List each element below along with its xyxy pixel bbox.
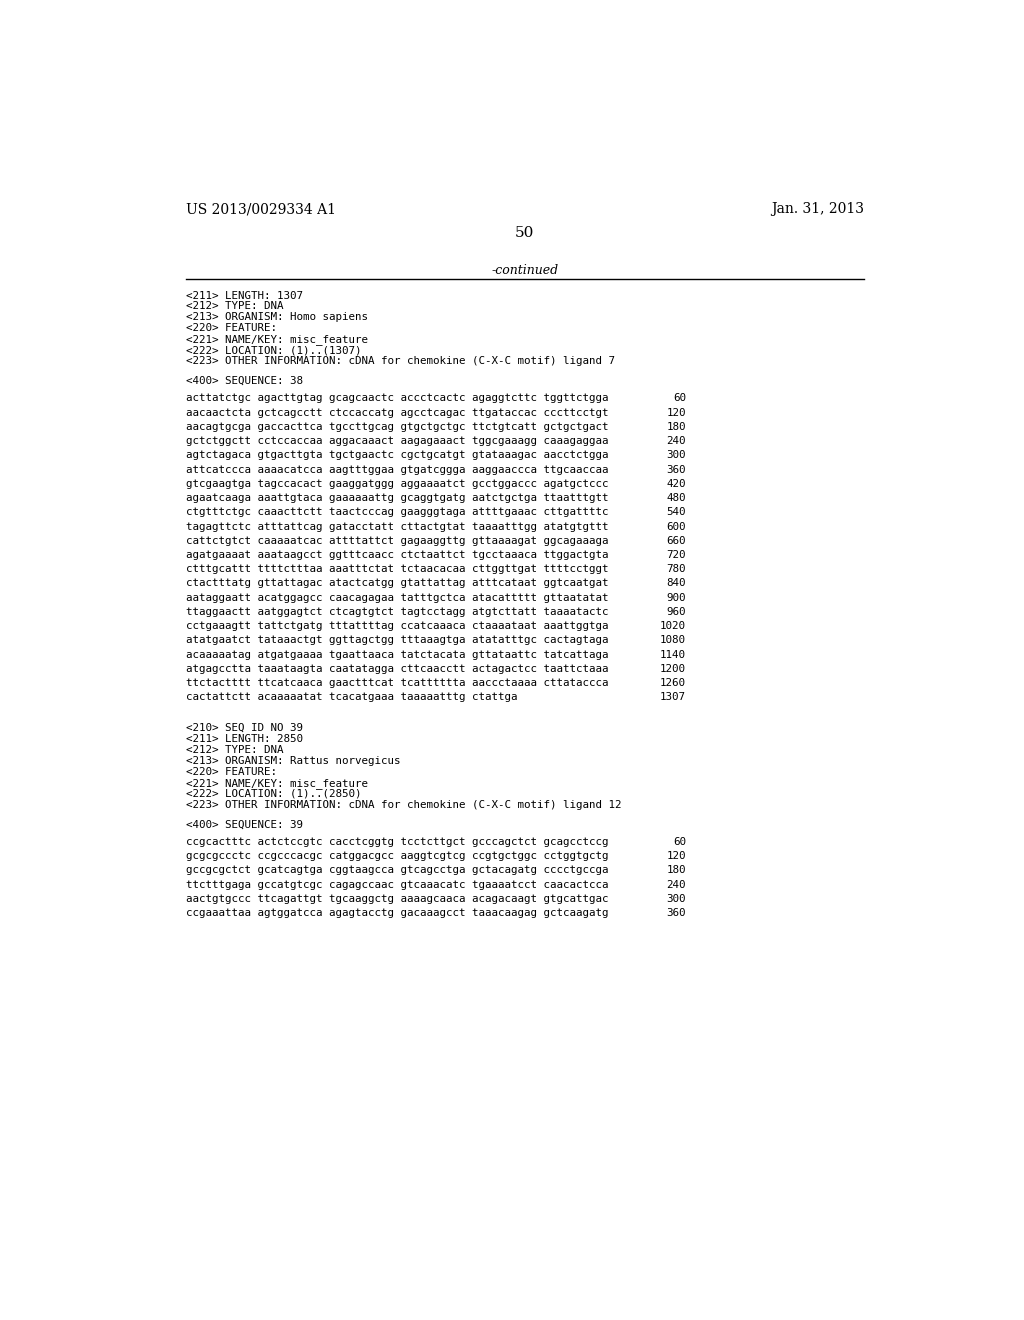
Text: Jan. 31, 2013: Jan. 31, 2013 (771, 202, 864, 216)
Text: 900: 900 (667, 593, 686, 603)
Text: ttctactttt ttcatcaaca gaactttcat tcatttttta aaccctaaaa cttataccca: ttctactttt ttcatcaaca gaactttcat tcatttt… (186, 678, 608, 688)
Text: 60: 60 (673, 837, 686, 847)
Text: cctgaaagtt tattctgatg tttattttag ccatcaaaca ctaaaataat aaattggtga: cctgaaagtt tattctgatg tttattttag ccatcaa… (186, 622, 608, 631)
Text: 50: 50 (515, 227, 535, 240)
Text: <211> LENGTH: 1307: <211> LENGTH: 1307 (186, 290, 303, 301)
Text: <400> SEQUENCE: 38: <400> SEQUENCE: 38 (186, 376, 303, 385)
Text: attcatccca aaaacatcca aagtttggaa gtgatcggga aaggaaccca ttgcaaccaa: attcatccca aaaacatcca aagtttggaa gtgatcg… (186, 465, 608, 474)
Text: aacagtgcga gaccacttca tgccttgcag gtgctgctgc ttctgtcatt gctgctgact: aacagtgcga gaccacttca tgccttgcag gtgctgc… (186, 422, 608, 432)
Text: 60: 60 (673, 393, 686, 404)
Text: 1307: 1307 (660, 693, 686, 702)
Text: atatgaatct tataaactgt ggttagctgg tttaaagtga atatatttgc cactagtaga: atatgaatct tataaactgt ggttagctgg tttaaag… (186, 635, 608, 645)
Text: ttctttgaga gccatgtcgc cagagccaac gtcaaacatc tgaaaatcct caacactcca: ttctttgaga gccatgtcgc cagagccaac gtcaaac… (186, 879, 608, 890)
Text: cattctgtct caaaaatcac attttattct gagaaggttg gttaaaagat ggcagaaaga: cattctgtct caaaaatcac attttattct gagaagg… (186, 536, 608, 545)
Text: aactgtgccc ttcagattgt tgcaaggctg aaaagcaaca acagacaagt gtgcattgac: aactgtgccc ttcagattgt tgcaaggctg aaaagca… (186, 894, 608, 904)
Text: gctctggctt cctccaccaa aggacaaact aagagaaact tggcgaaagg caaagaggaa: gctctggctt cctccaccaa aggacaaact aagagaa… (186, 436, 608, 446)
Text: gtcgaagtga tagccacact gaaggatggg aggaaaatct gcctggaccc agatgctccc: gtcgaagtga tagccacact gaaggatggg aggaaaa… (186, 479, 608, 488)
Text: <220> FEATURE:: <220> FEATURE: (186, 323, 278, 334)
Text: US 2013/0029334 A1: US 2013/0029334 A1 (186, 202, 336, 216)
Text: 960: 960 (667, 607, 686, 616)
Text: 480: 480 (667, 494, 686, 503)
Text: 1140: 1140 (660, 649, 686, 660)
Text: tagagttctc atttattcag gatacctatt cttactgtat taaaatttgg atatgtgttt: tagagttctc atttattcag gatacctatt cttactg… (186, 521, 608, 532)
Text: agtctagaca gtgacttgta tgctgaactc cgctgcatgt gtataaagac aacctctgga: agtctagaca gtgacttgta tgctgaactc cgctgca… (186, 450, 608, 461)
Text: 300: 300 (667, 894, 686, 904)
Text: 840: 840 (667, 578, 686, 589)
Text: <223> OTHER INFORMATION: cDNA for chemokine (C-X-C motif) ligand 12: <223> OTHER INFORMATION: cDNA for chemok… (186, 800, 622, 809)
Text: 660: 660 (667, 536, 686, 545)
Text: 240: 240 (667, 436, 686, 446)
Text: gccgcgctct gcatcagtga cggtaagcca gtcagcctga gctacagatg cccctgccga: gccgcgctct gcatcagtga cggtaagcca gtcagcc… (186, 866, 608, 875)
Text: <222> LOCATION: (1)..(2850): <222> LOCATION: (1)..(2850) (186, 789, 361, 799)
Text: agatgaaaat aaataagcct ggtttcaacc ctctaattct tgcctaaaca ttggactgta: agatgaaaat aaataagcct ggtttcaacc ctctaat… (186, 550, 608, 560)
Text: ctgtttctgc caaacttctt taactcccag gaagggtaga attttgaaac cttgattttc: ctgtttctgc caaacttctt taactcccag gaagggt… (186, 507, 608, 517)
Text: <221> NAME/KEY: misc_feature: <221> NAME/KEY: misc_feature (186, 334, 368, 345)
Text: 120: 120 (667, 851, 686, 861)
Text: cactattctt acaaaaatat tcacatgaaa taaaaatttg ctattga: cactattctt acaaaaatat tcacatgaaa taaaaat… (186, 693, 517, 702)
Text: ccgcactttc actctccgtc cacctcggtg tcctcttgct gcccagctct gcagcctccg: ccgcactttc actctccgtc cacctcggtg tcctctt… (186, 837, 608, 847)
Text: -continued: -continued (492, 264, 558, 277)
Text: <400> SEQUENCE: 39: <400> SEQUENCE: 39 (186, 820, 303, 829)
Text: aataggaatt acatggagcc caacagagaa tatttgctca atacattttt gttaatatat: aataggaatt acatggagcc caacagagaa tatttgc… (186, 593, 608, 603)
Text: atgagcctta taaataagta caatatagga cttcaacctt actagactcc taattctaaa: atgagcctta taaataagta caatatagga cttcaac… (186, 664, 608, 675)
Text: <220> FEATURE:: <220> FEATURE: (186, 767, 278, 777)
Text: 180: 180 (667, 422, 686, 432)
Text: agaatcaaga aaattgtaca gaaaaaattg gcaggtgatg aatctgctga ttaatttgtt: agaatcaaga aaattgtaca gaaaaaattg gcaggtg… (186, 494, 608, 503)
Text: <213> ORGANISM: Rattus norvegicus: <213> ORGANISM: Rattus norvegicus (186, 756, 400, 766)
Text: 360: 360 (667, 908, 686, 917)
Text: 300: 300 (667, 450, 686, 461)
Text: 120: 120 (667, 408, 686, 417)
Text: <223> OTHER INFORMATION: cDNA for chemokine (C-X-C motif) ligand 7: <223> OTHER INFORMATION: cDNA for chemok… (186, 356, 615, 366)
Text: acttatctgc agacttgtag gcagcaactc accctcactc agaggtcttc tggttctgga: acttatctgc agacttgtag gcagcaactc accctca… (186, 393, 608, 404)
Text: <212> TYPE: DNA: <212> TYPE: DNA (186, 744, 284, 755)
Text: ccgaaattaa agtggatcca agagtacctg gacaaagcct taaacaagag gctcaagatg: ccgaaattaa agtggatcca agagtacctg gacaaag… (186, 908, 608, 917)
Text: 240: 240 (667, 879, 686, 890)
Text: aacaactcta gctcagcctt ctccaccatg agcctcagac ttgataccac cccttcctgt: aacaactcta gctcagcctt ctccaccatg agcctca… (186, 408, 608, 417)
Text: <211> LENGTH: 2850: <211> LENGTH: 2850 (186, 734, 303, 744)
Text: 1260: 1260 (660, 678, 686, 688)
Text: ttaggaactt aatggagtct ctcagtgtct tagtcctagg atgtcttatt taaaatactc: ttaggaactt aatggagtct ctcagtgtct tagtcct… (186, 607, 608, 616)
Text: <213> ORGANISM: Homo sapiens: <213> ORGANISM: Homo sapiens (186, 313, 368, 322)
Text: 180: 180 (667, 866, 686, 875)
Text: <210> SEQ ID NO 39: <210> SEQ ID NO 39 (186, 723, 303, 733)
Text: 720: 720 (667, 550, 686, 560)
Text: <221> NAME/KEY: misc_feature: <221> NAME/KEY: misc_feature (186, 777, 368, 788)
Text: 420: 420 (667, 479, 686, 488)
Text: 360: 360 (667, 465, 686, 474)
Text: ctactttatg gttattagac atactcatgg gtattattag atttcataat ggtcaatgat: ctactttatg gttattagac atactcatgg gtattat… (186, 578, 608, 589)
Text: <212> TYPE: DNA: <212> TYPE: DNA (186, 301, 284, 312)
Text: gcgcgccctc ccgcccacgc catggacgcc aaggtcgtcg ccgtgctggc cctggtgctg: gcgcgccctc ccgcccacgc catggacgcc aaggtcg… (186, 851, 608, 861)
Text: ctttgcattt ttttctttaa aaatttctat tctaacacaa cttggttgat ttttcctggt: ctttgcattt ttttctttaa aaatttctat tctaaca… (186, 564, 608, 574)
Text: <222> LOCATION: (1)..(1307): <222> LOCATION: (1)..(1307) (186, 346, 361, 355)
Text: 1200: 1200 (660, 664, 686, 675)
Text: 1080: 1080 (660, 635, 686, 645)
Text: 600: 600 (667, 521, 686, 532)
Text: 540: 540 (667, 507, 686, 517)
Text: acaaaaatag atgatgaaaa tgaattaaca tatctacata gttataattc tatcattaga: acaaaaatag atgatgaaaa tgaattaaca tatctac… (186, 649, 608, 660)
Text: 1020: 1020 (660, 622, 686, 631)
Text: 780: 780 (667, 564, 686, 574)
